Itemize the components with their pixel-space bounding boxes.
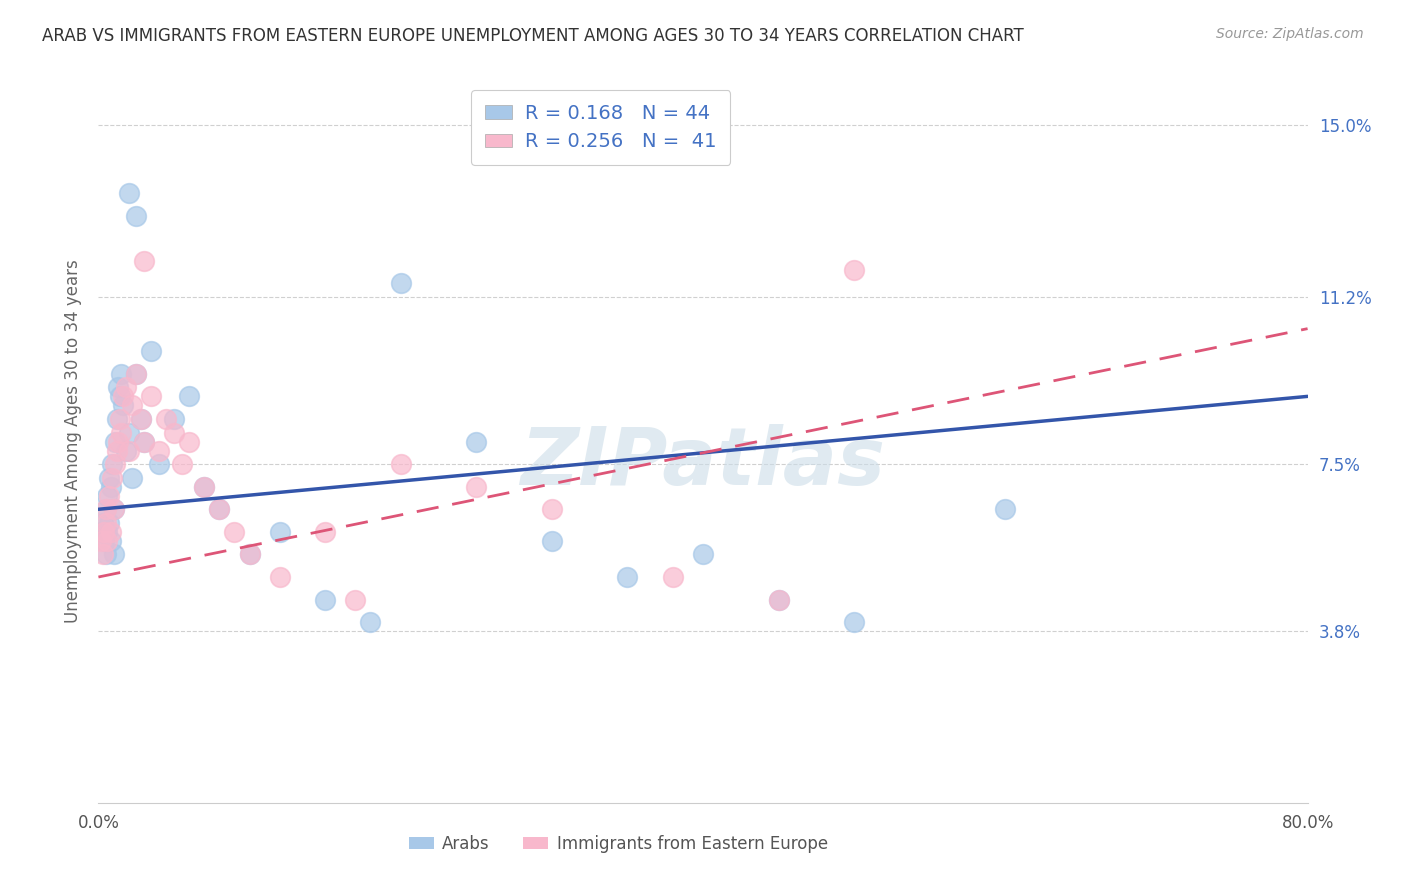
Text: ZIPatlas: ZIPatlas (520, 425, 886, 502)
Point (994, 502, 1017, 516)
Point (141, 389, 163, 403)
Point (108, 389, 131, 403)
Point (661, 570, 683, 584)
Point (121, 398, 143, 412)
Point (314, 592, 336, 607)
Point (314, 524, 336, 539)
Point (94, 516, 117, 530)
Point (193, 480, 215, 494)
Point (208, 502, 231, 516)
Point (93, 524, 115, 539)
Point (844, 615, 866, 630)
Point (208, 502, 231, 516)
Point (103, 502, 125, 516)
Point (269, 570, 291, 584)
Point (107, 434, 129, 449)
Point (98, 471, 121, 485)
Point (768, 592, 790, 607)
Point (141, 344, 163, 359)
Point (100, 480, 122, 494)
Point (163, 412, 186, 426)
Point (118, 186, 141, 201)
Point (465, 480, 488, 494)
Point (90, 524, 112, 539)
Point (107, 380, 129, 394)
Point (132, 434, 155, 449)
Point (148, 457, 170, 471)
Point (844, 263, 866, 277)
Point (121, 471, 143, 485)
Point (91, 516, 114, 530)
Point (98, 489, 121, 503)
Point (94, 502, 117, 516)
Point (540, 502, 562, 516)
Point (344, 592, 367, 607)
Point (239, 548, 262, 562)
Point (114, 380, 136, 394)
Point (110, 367, 132, 381)
Point (105, 443, 128, 458)
Text: ARAB VS IMMIGRANTS FROM EASTERN EUROPE UNEMPLOYMENT AMONG AGES 30 TO 34 YEARS CO: ARAB VS IMMIGRANTS FROM EASTERN EUROPE U… (42, 27, 1024, 45)
Point (465, 434, 488, 449)
Point (103, 548, 125, 562)
Point (111, 389, 134, 403)
Point (132, 253, 155, 268)
Point (125, 367, 148, 381)
Point (179, 389, 201, 403)
Point (98, 516, 121, 530)
Point (111, 398, 134, 412)
Point (239, 548, 262, 562)
Point (101, 471, 124, 485)
Point (389, 457, 412, 471)
Point (616, 570, 638, 584)
Point (94, 502, 117, 516)
Point (132, 434, 155, 449)
Point (125, 209, 148, 223)
Point (389, 277, 412, 291)
Text: Source: ZipAtlas.com: Source: ZipAtlas.com (1216, 27, 1364, 41)
Point (91, 548, 114, 562)
Point (129, 412, 152, 426)
Point (93, 533, 115, 548)
Point (100, 524, 122, 539)
Point (148, 443, 170, 458)
Point (193, 480, 215, 494)
Point (96, 489, 118, 503)
Point (101, 457, 124, 471)
Point (540, 533, 562, 548)
Point (108, 412, 131, 426)
Point (94, 548, 117, 562)
Point (224, 524, 246, 539)
Point (96, 524, 118, 539)
Point (103, 502, 125, 516)
Point (105, 412, 128, 426)
Point (100, 533, 122, 548)
Point (104, 434, 127, 449)
Point (692, 548, 714, 562)
Point (155, 412, 177, 426)
Point (96, 533, 118, 548)
Point (163, 425, 186, 440)
Point (104, 457, 127, 471)
Point (170, 457, 193, 471)
Point (90, 533, 112, 548)
Point (179, 434, 201, 449)
Point (360, 615, 382, 630)
Point (110, 425, 132, 440)
Point (768, 592, 790, 607)
Point (125, 367, 148, 381)
Point (118, 443, 141, 458)
Point (269, 524, 291, 539)
Legend: Arabs, Immigrants from Eastern Europe: Arabs, Immigrants from Eastern Europe (402, 828, 834, 860)
Point (129, 412, 152, 426)
Point (114, 443, 136, 458)
Y-axis label: Unemployment Among Ages 30 to 34 years: Unemployment Among Ages 30 to 34 years (63, 260, 82, 624)
Point (118, 425, 141, 440)
